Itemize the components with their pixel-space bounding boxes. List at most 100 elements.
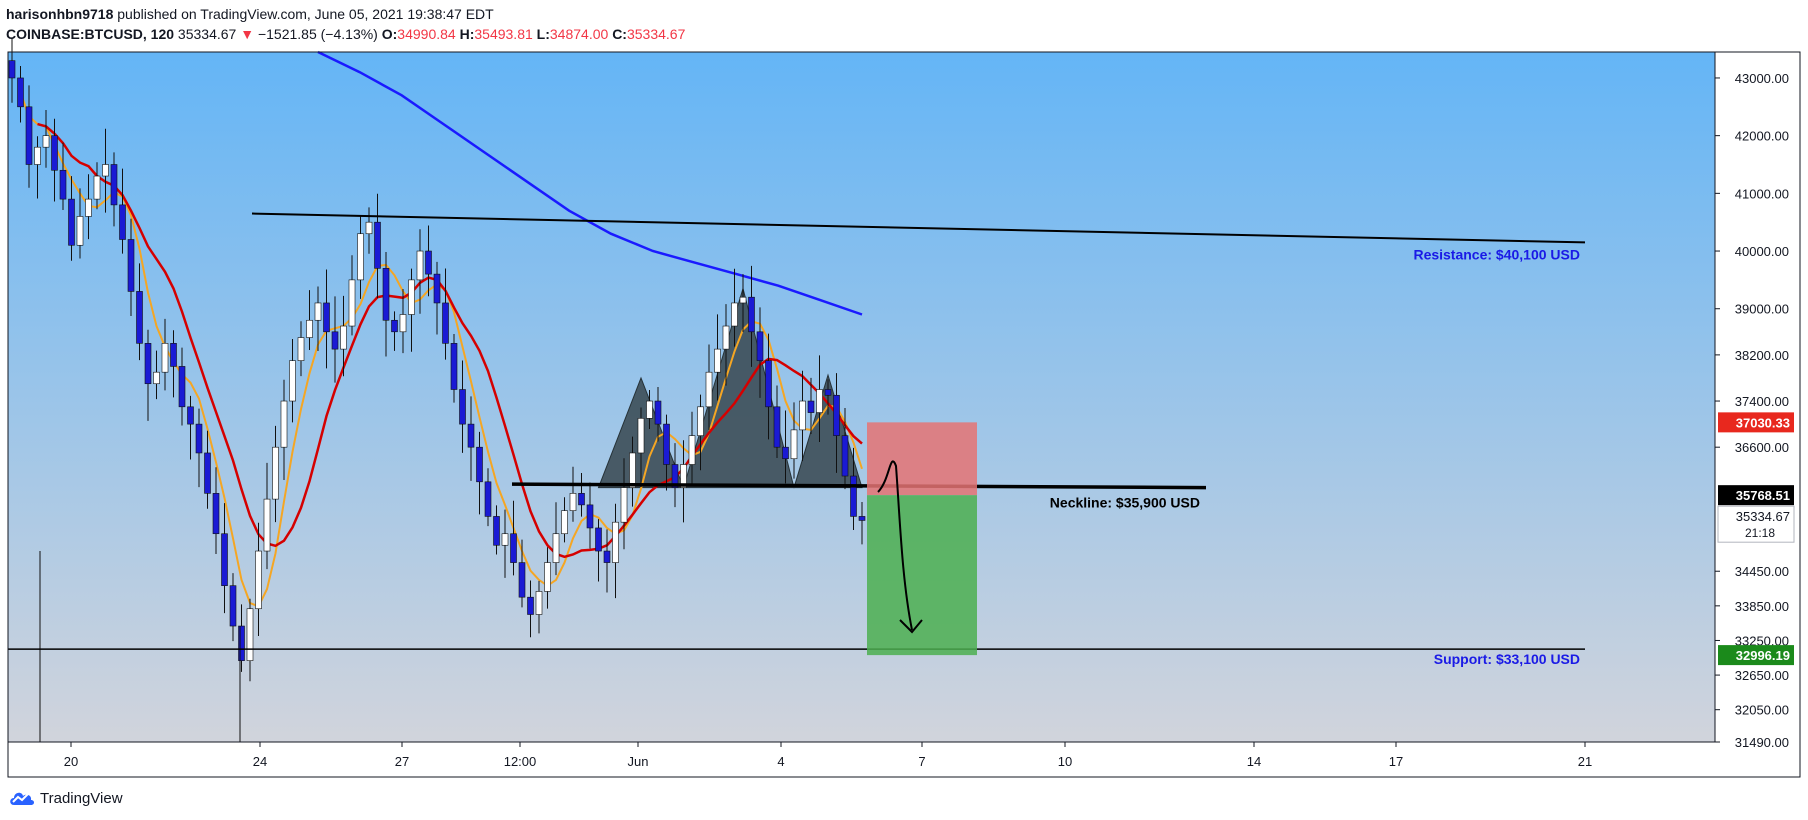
candle-body xyxy=(187,406,194,425)
tradingview-brand: TradingView xyxy=(40,789,123,807)
candle-body xyxy=(450,343,458,390)
candle-body xyxy=(399,314,407,333)
candle-body xyxy=(280,400,288,448)
candle-body xyxy=(221,533,228,586)
candles xyxy=(8,37,866,742)
candle-body xyxy=(629,452,636,488)
price-label-value: 35334.67 xyxy=(1736,509,1790,524)
x-tick-label: 12:00 xyxy=(504,754,537,769)
candle-body xyxy=(850,475,857,517)
candle-body xyxy=(578,493,585,506)
candle-body xyxy=(773,406,781,448)
candle-body xyxy=(680,464,687,488)
price-axis[interactable]: 43000.00 42000.00 41000.00 40000.00 39000.00… xyxy=(1715,71,1789,750)
plot-background xyxy=(8,52,1715,742)
candle-body xyxy=(93,175,101,200)
candle-body xyxy=(382,268,390,321)
candle-body xyxy=(646,400,653,419)
close-label: C: xyxy=(612,26,627,42)
take-profit-zone xyxy=(867,495,977,656)
time-axis[interactable]: 20 24 27 12:00 Jun 4 7 10 14 17 21 xyxy=(64,742,1592,769)
candle-body xyxy=(229,585,237,627)
moving-averages xyxy=(19,50,863,608)
candle-body xyxy=(782,446,789,460)
y-tick-label: 36600.00 xyxy=(1735,440,1789,455)
author-name[interactable]: harisonhbn9718 xyxy=(6,6,114,22)
high-label: H: xyxy=(459,26,475,42)
open-value: 34990.84 xyxy=(397,26,456,42)
symbol-label[interactable]: COINBASE:BTCUSD, 120 xyxy=(6,26,175,42)
candle-body xyxy=(790,429,798,460)
candle-body xyxy=(765,360,772,408)
y-tick-label: 37400.00 xyxy=(1735,394,1789,409)
candle-body xyxy=(552,533,560,563)
last-price: 35334.67 xyxy=(177,26,237,42)
x-tick-label: 4 xyxy=(777,754,784,769)
candle-body xyxy=(731,302,738,327)
ma-fast-line xyxy=(19,92,863,608)
candle-body xyxy=(569,493,577,511)
x-tick-label: 24 xyxy=(253,754,267,769)
low-label: L: xyxy=(536,26,550,42)
candle-body xyxy=(697,406,704,436)
candle-body xyxy=(391,319,398,333)
ma-medium-line xyxy=(37,122,863,559)
resistance-label: Resistance: $40,100 USD xyxy=(1413,246,1580,262)
high-value: 35493.81 xyxy=(474,26,533,42)
candle-body xyxy=(17,77,24,108)
x-tick-label: 20 xyxy=(64,754,78,769)
price-label-box xyxy=(1718,645,1794,666)
y-tick-label: 33250.00 xyxy=(1735,633,1789,648)
candle-body xyxy=(816,389,823,413)
candle-body xyxy=(518,562,526,598)
candle-body xyxy=(110,164,118,206)
y-tick-label: 43000.00 xyxy=(1735,71,1789,86)
candle-body xyxy=(51,135,58,171)
candle-body xyxy=(297,337,305,361)
candle-body xyxy=(807,400,815,413)
candle-body xyxy=(501,533,509,546)
candle-body xyxy=(493,516,500,546)
price-change: −1521.85 (−4.13%) xyxy=(257,26,378,42)
candle-body xyxy=(340,325,347,350)
candle-body xyxy=(85,198,92,217)
x-tick-label: 27 xyxy=(395,754,409,769)
candle-body xyxy=(595,527,602,552)
candle-body xyxy=(833,394,840,436)
y-tick-label: 41000.00 xyxy=(1735,186,1789,201)
tradingview-footer[interactable]: TradingView xyxy=(8,786,123,810)
stop-loss-zone xyxy=(867,422,977,496)
y-tick-label: 38200.00 xyxy=(1735,348,1789,363)
candle-body xyxy=(195,423,203,454)
y-tick-label: 32650.00 xyxy=(1735,668,1789,683)
x-tick-label: 17 xyxy=(1389,754,1403,769)
candle-body xyxy=(127,239,135,292)
candle-body xyxy=(365,221,373,235)
drawings: Resistance: $40,100 USD Neckline: $35,900… xyxy=(8,212,1586,667)
candle-body xyxy=(748,296,755,333)
candle-body xyxy=(323,302,330,333)
candle-body xyxy=(756,331,764,361)
candle-body xyxy=(527,596,534,615)
price-labels: 37030.33 35768.51 35334.67 21:18 32996.19 xyxy=(1717,412,1795,666)
y-tick-label: 42000.00 xyxy=(1735,129,1789,144)
published-text: published on TradingView.com, June 05, 2… xyxy=(113,6,494,22)
candle-body xyxy=(459,389,466,425)
tradingview-cloud-icon xyxy=(10,792,34,805)
candle-body xyxy=(119,204,126,240)
candle-body xyxy=(272,446,279,500)
candle-body xyxy=(8,60,16,79)
neckline xyxy=(511,482,1207,490)
candle-body xyxy=(170,343,177,367)
candle-body xyxy=(739,296,747,304)
candle-body xyxy=(416,250,424,281)
chart-header: harisonhbn9718 published on TradingView.… xyxy=(6,4,685,44)
x-tick-label: 14 xyxy=(1247,754,1261,769)
candle-body xyxy=(76,216,84,246)
candle-body xyxy=(442,302,449,344)
x-tick-label: 10 xyxy=(1058,754,1072,769)
y-tick-label: 33850.00 xyxy=(1735,599,1789,614)
candle-body xyxy=(357,233,364,281)
candle-body xyxy=(161,343,169,373)
